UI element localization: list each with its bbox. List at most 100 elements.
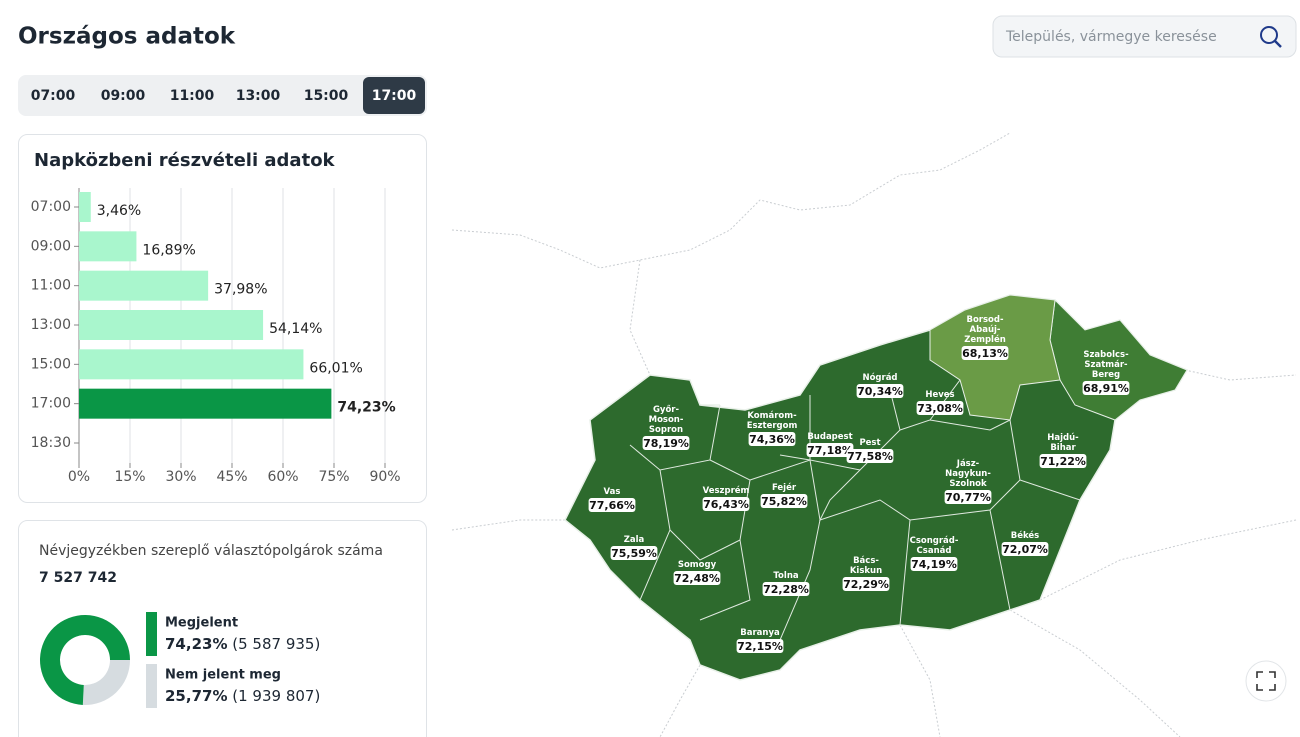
region-value: 70,34% bbox=[857, 385, 903, 398]
data-label: 16,89% bbox=[142, 242, 195, 258]
county-border bbox=[909, 419, 1081, 611]
region-name: Pest bbox=[859, 438, 880, 448]
region-name: Somogy bbox=[678, 560, 717, 570]
region-value: 72,28% bbox=[763, 583, 809, 596]
region-name: Győr-Moson-Sopron bbox=[649, 405, 684, 435]
region-name: Bács-Kiskun bbox=[850, 556, 882, 576]
x-tick-label: 0% bbox=[68, 469, 90, 485]
region-name: Heves bbox=[925, 390, 954, 400]
fullscreen-icon[interactable] bbox=[1256, 671, 1276, 691]
region-value: 68,13% bbox=[962, 347, 1008, 360]
region-name: Borsod-Abaúj-Zemplén bbox=[964, 315, 1006, 345]
fullscreen-button[interactable] bbox=[1245, 660, 1287, 702]
region-value-bg bbox=[762, 582, 810, 596]
tab[interactable]: 13:00 bbox=[236, 88, 281, 104]
map-border bbox=[1009, 609, 1181, 737]
x-tick-label: 60% bbox=[267, 469, 298, 485]
region-value-bg bbox=[610, 546, 658, 560]
region-value-bg bbox=[1082, 381, 1130, 395]
region-name: Csongrád-Csanád bbox=[910, 536, 959, 556]
region-name: Veszprém bbox=[703, 485, 750, 496]
chart-title: Névjegyzékben szereplő választópolgárok … bbox=[39, 543, 383, 559]
data-label: 37,98% bbox=[214, 282, 267, 298]
x-tick-label: 15% bbox=[114, 469, 145, 485]
legend-value: 74,23% (5 587 935) bbox=[165, 635, 320, 653]
x-tick-label: 75% bbox=[318, 469, 349, 485]
region-value-bg bbox=[748, 432, 796, 446]
y-tick-label: 15:00 bbox=[31, 356, 71, 372]
map-control[interactable] bbox=[1245, 660, 1287, 702]
region-value: 70,77% bbox=[945, 491, 991, 504]
total-label: 7 527 742 bbox=[39, 570, 117, 586]
bar bbox=[79, 231, 137, 262]
county-border bbox=[629, 404, 721, 471]
region-value-bg bbox=[856, 384, 904, 398]
region-value-bg bbox=[736, 639, 784, 653]
y-tick-label: 07:00 bbox=[31, 199, 71, 215]
region-value-bg bbox=[846, 449, 894, 463]
y-tick-label: 13:00 bbox=[31, 317, 71, 333]
tab[interactable]: 15:00 bbox=[304, 88, 349, 104]
tab[interactable]: 07:00 bbox=[31, 88, 76, 104]
y-tick-label: 09:00 bbox=[31, 238, 71, 254]
tab[interactable]: 11:00 bbox=[170, 88, 215, 104]
region-value: 77,18% bbox=[807, 444, 853, 457]
region-name: Békés bbox=[1011, 530, 1040, 541]
page-title: Országos adatok bbox=[18, 24, 236, 50]
region-value-bg bbox=[1039, 454, 1087, 468]
region-value-bg bbox=[910, 557, 958, 571]
data-label: 66,01% bbox=[309, 360, 362, 376]
region-value-bg bbox=[806, 443, 854, 457]
legend-count: (5 587 935) bbox=[232, 635, 320, 653]
legend-label: Nem jelent meg bbox=[165, 668, 281, 683]
legend-label: Megjelent bbox=[165, 616, 238, 631]
region-value: 71,22% bbox=[1040, 455, 1086, 468]
y-tick-label: 11:00 bbox=[31, 278, 71, 294]
bar bbox=[79, 349, 304, 380]
donut-segment bbox=[82, 660, 130, 705]
map-border bbox=[659, 664, 701, 737]
region-value-bg bbox=[916, 401, 964, 415]
region-value: 72,07% bbox=[1002, 543, 1048, 556]
region-name: Fejér bbox=[772, 482, 797, 493]
region-value: 74,36% bbox=[749, 433, 795, 446]
region-value-bg bbox=[1001, 542, 1049, 556]
search-icon-handle[interactable] bbox=[1274, 40, 1282, 48]
tabs: 07:00 09:00 11:00 13:00 15:00 17:00 bbox=[31, 77, 425, 114]
tab[interactable]: 09:00 bbox=[101, 88, 146, 104]
region-name: Vas bbox=[604, 487, 621, 497]
county-border bbox=[819, 469, 911, 626]
x-tick-label: 45% bbox=[216, 469, 247, 485]
region-value: 77,58% bbox=[847, 450, 893, 463]
search-placeholder[interactable]: Település, vármegye keresése bbox=[1005, 29, 1217, 45]
x-tick-label: 30% bbox=[165, 469, 196, 485]
county-border bbox=[700, 404, 811, 461]
region-value: 75,59% bbox=[611, 547, 657, 560]
search-box[interactable]: Település, vármegye keresése bbox=[992, 15, 1297, 58]
bar bbox=[79, 310, 264, 340]
search-field[interactable] bbox=[992, 15, 1297, 58]
tab-active-bg[interactable] bbox=[363, 77, 425, 114]
legend-count: (1 939 807) bbox=[232, 687, 320, 705]
tab[interactable]: 17:00 bbox=[372, 88, 417, 104]
legend-percent: 25,77% bbox=[165, 687, 227, 705]
region-value: 75,82% bbox=[761, 495, 807, 508]
tab-bar bbox=[18, 75, 427, 116]
data-label: 74,23% bbox=[337, 400, 395, 416]
map-border bbox=[899, 624, 941, 737]
region-name: Baranya bbox=[740, 628, 780, 638]
region-value: 68,91% bbox=[1083, 382, 1129, 395]
region-name: Hajdú-Bihar bbox=[1047, 433, 1079, 453]
region-value-bg bbox=[642, 436, 690, 450]
bar bbox=[79, 270, 209, 301]
bar bbox=[79, 192, 91, 222]
region-value-bg bbox=[944, 490, 992, 504]
region-name: Nógrád bbox=[862, 372, 897, 383]
legend-value: 25,77% (1 939 807) bbox=[165, 687, 320, 705]
legend-swatch bbox=[146, 612, 157, 656]
search-icon[interactable] bbox=[1260, 26, 1278, 44]
bar bbox=[79, 388, 332, 419]
x-tick-label: 90% bbox=[369, 469, 400, 485]
region-name: Tolna bbox=[773, 571, 798, 581]
